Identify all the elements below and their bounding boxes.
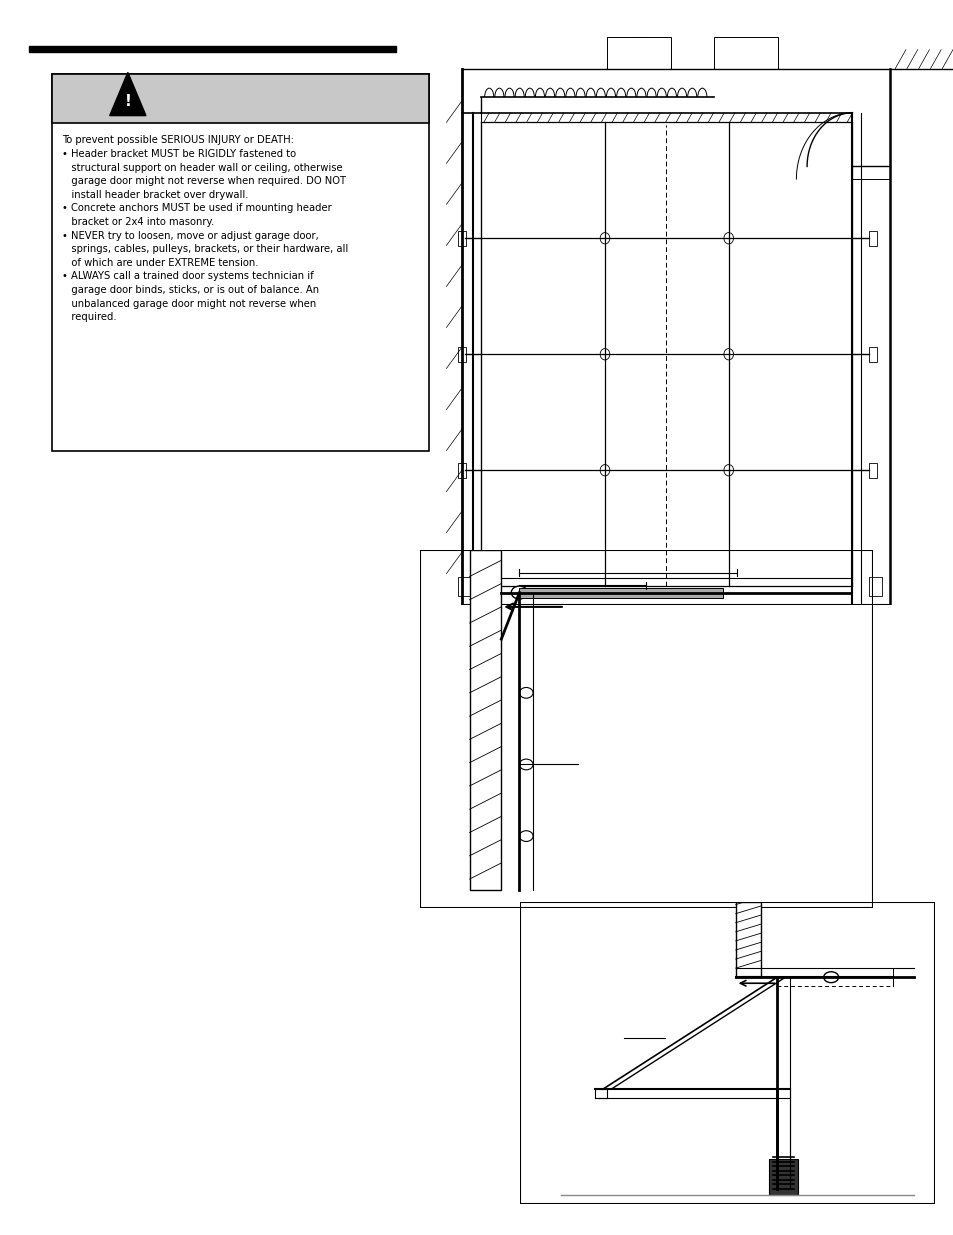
Bar <box>419 550 872 908</box>
Bar <box>52 74 429 451</box>
Bar <box>518 588 722 598</box>
Text: !: ! <box>124 94 132 109</box>
Bar <box>768 1158 797 1195</box>
Circle shape <box>599 348 609 359</box>
Bar <box>606 37 670 69</box>
Bar <box>519 902 934 1204</box>
Bar <box>469 550 501 889</box>
Bar <box>867 463 876 478</box>
Circle shape <box>723 464 733 475</box>
Circle shape <box>511 587 527 599</box>
Bar <box>867 347 876 362</box>
Circle shape <box>599 464 609 475</box>
Bar <box>29 46 395 52</box>
Circle shape <box>518 688 533 698</box>
Circle shape <box>599 232 609 245</box>
Bar <box>457 463 466 478</box>
Circle shape <box>822 972 838 983</box>
Bar <box>457 231 466 246</box>
Circle shape <box>518 831 533 841</box>
Polygon shape <box>110 73 146 116</box>
Bar <box>594 1089 606 1098</box>
Bar <box>735 902 760 977</box>
Bar <box>867 231 876 246</box>
Bar <box>457 577 471 595</box>
Bar <box>867 577 881 595</box>
Circle shape <box>723 348 733 359</box>
Circle shape <box>723 232 733 245</box>
Text: To prevent possible SERIOUS INJURY or DEATH:
• Header bracket MUST be RIGIDLY fa: To prevent possible SERIOUS INJURY or DE… <box>62 136 348 322</box>
Bar <box>713 37 777 69</box>
Bar <box>52 74 429 124</box>
Circle shape <box>518 760 533 769</box>
Bar <box>457 347 466 362</box>
